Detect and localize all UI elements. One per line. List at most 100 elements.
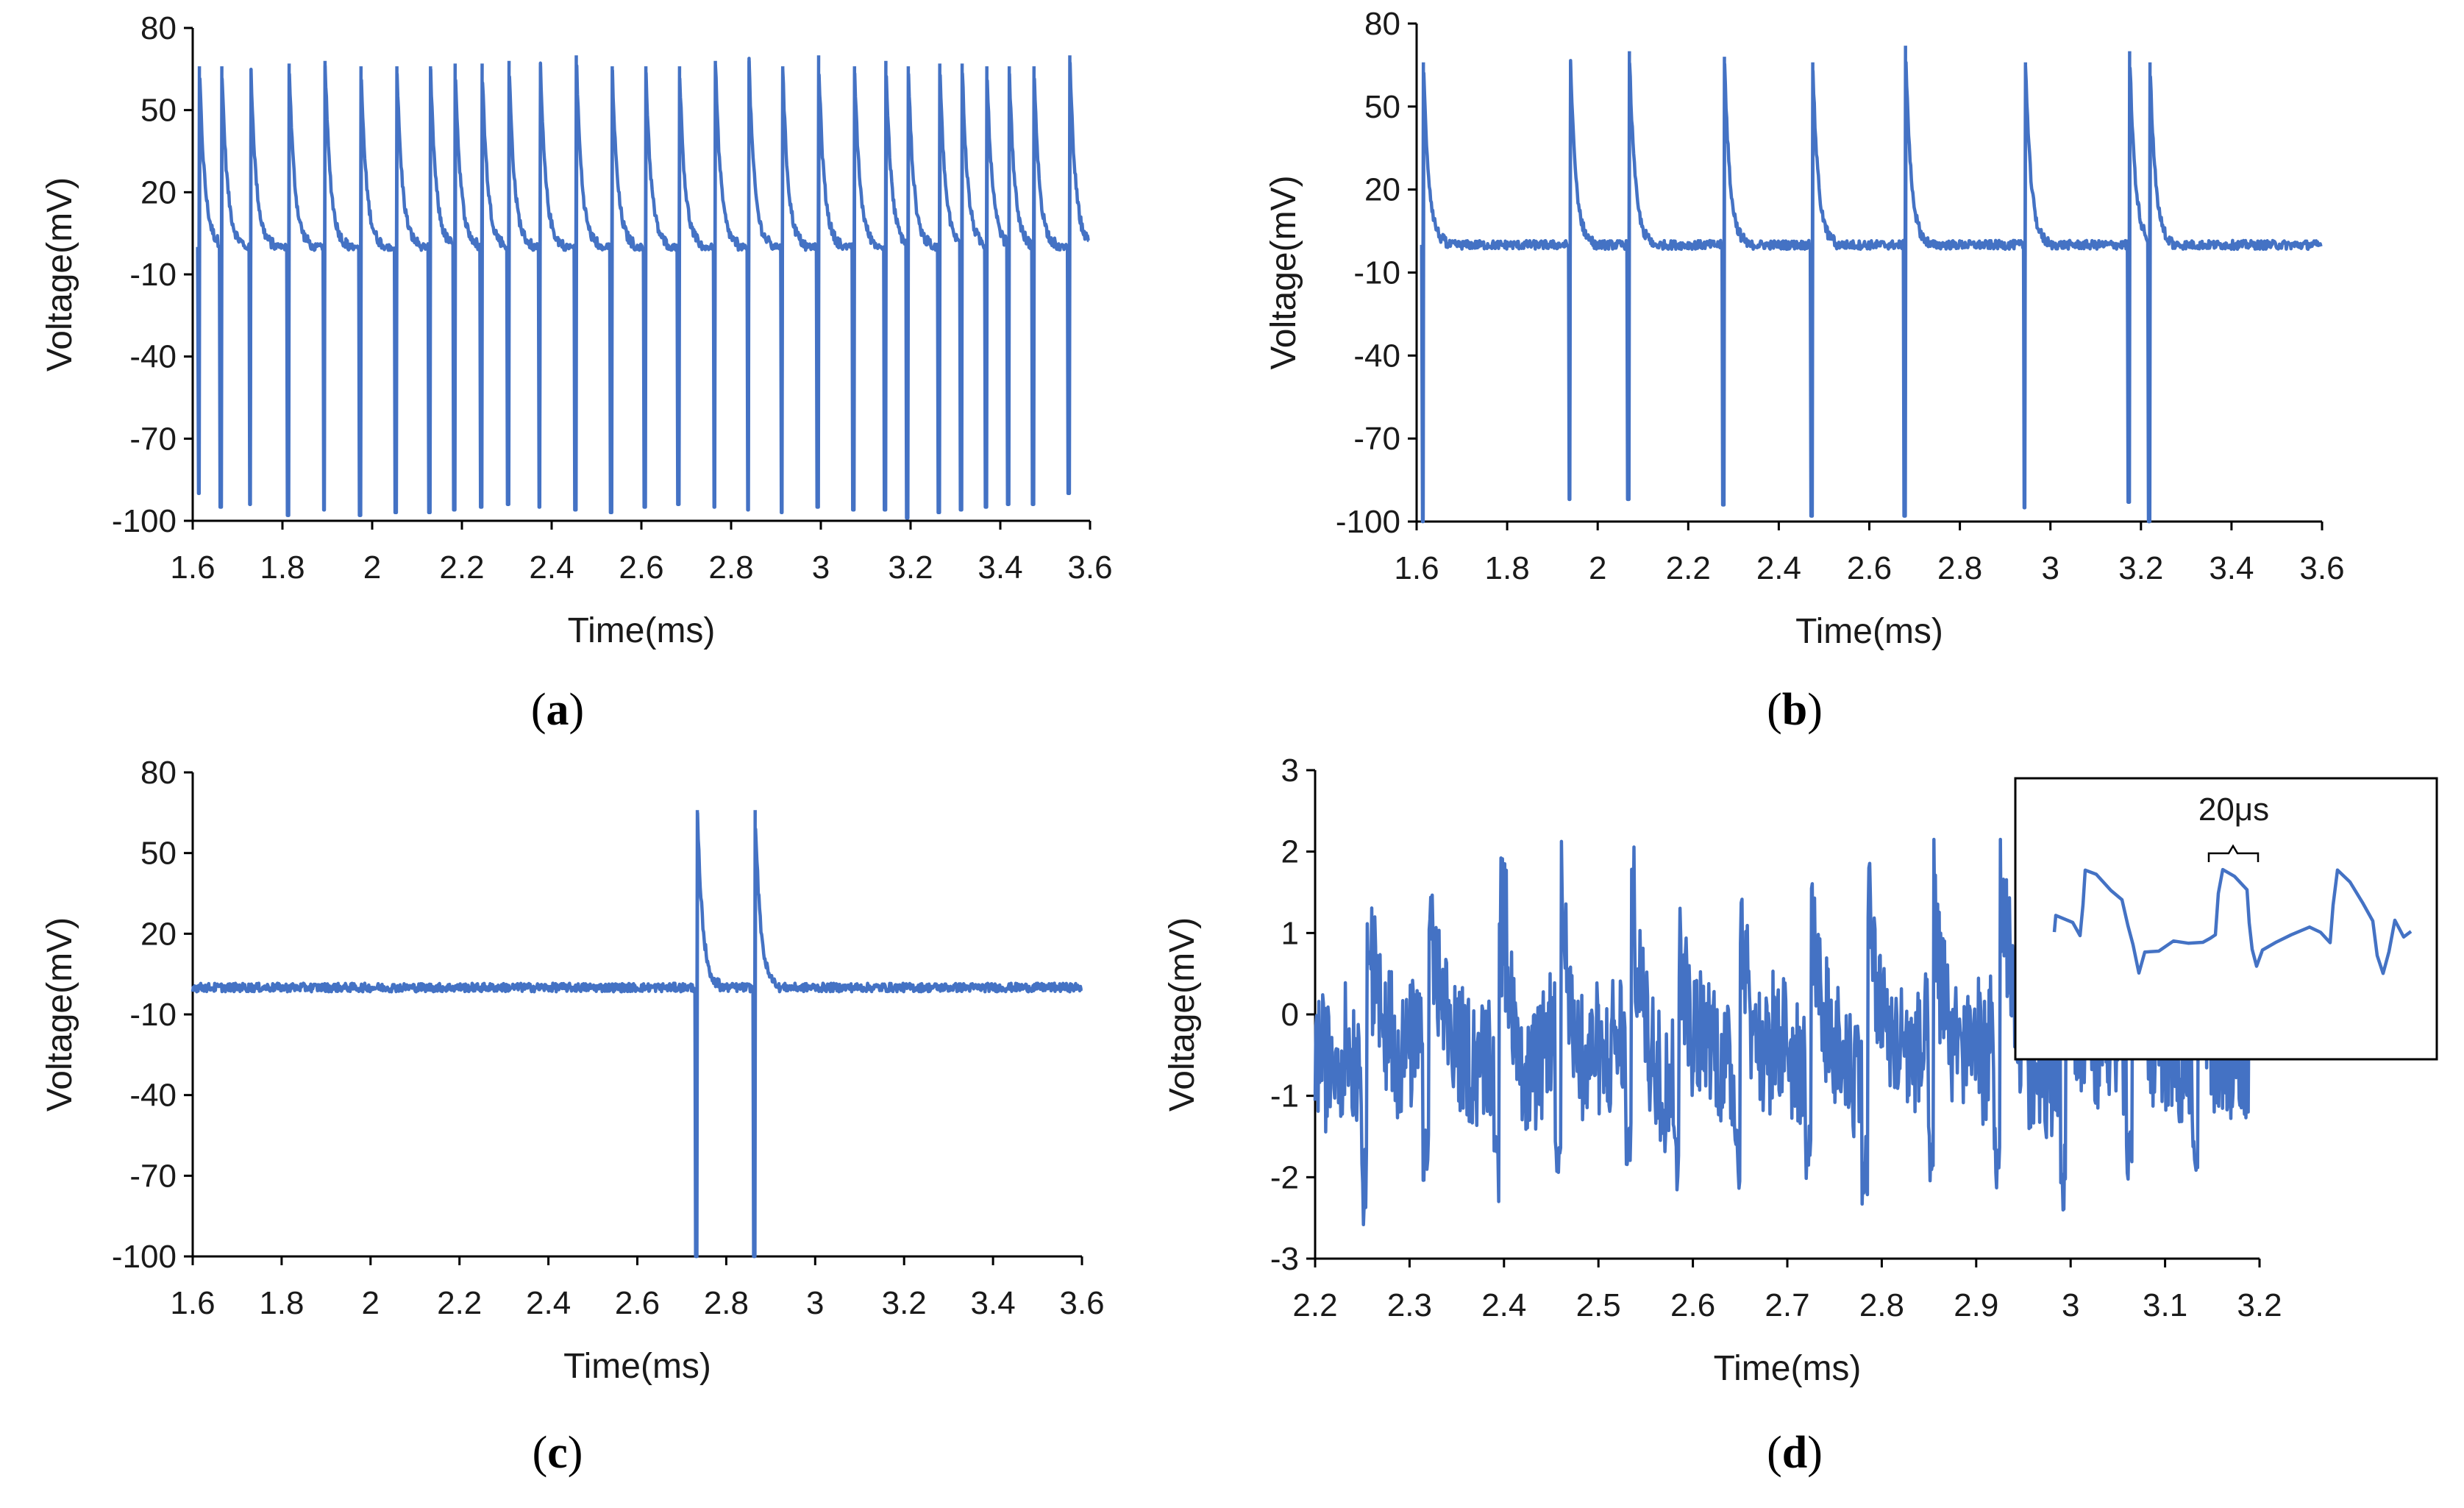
y-tick-label: 50 <box>140 836 177 872</box>
y-tick-label: -10 <box>129 257 177 293</box>
x-tick-label: 3.2 <box>2237 1287 2282 1323</box>
y-tick-label: 20 <box>140 916 177 952</box>
spike-mark <box>572 55 578 512</box>
y-tick-label: -1 <box>1270 1078 1299 1114</box>
spike-mark <box>196 66 202 496</box>
spike-mark <box>452 63 457 512</box>
inset-annotation: 20μs <box>2198 792 2269 828</box>
x-tick-label: 2.3 <box>1387 1287 1432 1323</box>
panel-d-inset: 20μs <box>2014 777 2438 1061</box>
x-tick-label: 2.6 <box>615 1285 660 1321</box>
x-tick-label: 3 <box>2041 550 2059 586</box>
spike-mark <box>1420 62 1425 524</box>
panel-d-label: (d) <box>1767 1428 1823 1478</box>
spike-mark <box>393 66 399 515</box>
x-tick-label: 2.4 <box>526 1285 571 1321</box>
spike-mark <box>779 66 785 515</box>
trace-group <box>196 55 1090 520</box>
y-tick-label: 3 <box>1281 753 1299 789</box>
spike-mark <box>1066 55 1072 496</box>
spike-mark <box>958 63 964 512</box>
y-tick-label: 80 <box>1364 6 1400 42</box>
spike-mark <box>676 66 682 506</box>
spike-mark <box>1567 62 1573 502</box>
x-tick-label: 3.4 <box>978 550 1022 586</box>
y-tick-label: 20 <box>140 174 177 210</box>
trace-group <box>1420 46 2323 524</box>
spike-mark <box>537 66 543 509</box>
x-tick-label: 2 <box>1589 550 1606 586</box>
y-tick-label: 0 <box>1281 997 1299 1033</box>
spike-mark <box>1809 62 1815 518</box>
spike-mark <box>357 66 363 517</box>
spike-mark <box>2126 51 2132 504</box>
x-tick-label: 2.8 <box>1859 1287 1904 1323</box>
spike-mark <box>905 66 911 520</box>
x-tick-label: 3.6 <box>1067 550 1112 586</box>
x-tick-label: 3.2 <box>2118 550 2163 586</box>
inset-trace <box>2052 867 2413 975</box>
spike-mark <box>478 63 484 509</box>
spike-mark <box>752 810 757 1259</box>
x-tick-label: 2.5 <box>1576 1287 1621 1323</box>
x-tick-label: 3 <box>2062 1287 2079 1323</box>
panel-b-chart: 80 50 20 -10 -40 -70 -100 1.6 1.8 2 2.2 2.4 2.6 2.8 3 3… <box>1264 6 2345 651</box>
spike-mark <box>2146 62 2152 524</box>
x-axis-label: Time(ms) <box>1714 1349 1862 1388</box>
spike-mark <box>321 60 327 512</box>
trace-group <box>191 810 1083 1259</box>
spike-mark <box>711 60 717 509</box>
y-tick-label: -3 <box>1270 1241 1299 1277</box>
x-tick-label: 3.2 <box>882 1285 927 1321</box>
panel-c-label: (c) <box>533 1428 583 1478</box>
spike-mark <box>1902 46 1907 518</box>
panel-b-label: (b) <box>1767 685 1823 735</box>
x-tick-label: 3.1 <box>2143 1287 2187 1323</box>
x-tick-label: 3.2 <box>888 550 933 586</box>
y-tick-label: 80 <box>140 10 177 46</box>
x-tick-label: 1.6 <box>1394 550 1439 586</box>
voltage-trace <box>191 811 1083 1259</box>
x-axis-label: Time(ms) <box>563 1347 711 1386</box>
y-tick-label: -70 <box>129 1158 177 1194</box>
spike-mark <box>1030 66 1036 506</box>
x-tick-label: 3.4 <box>971 1285 1016 1321</box>
spike-mark <box>218 66 224 509</box>
x-tick-label: 2.2 <box>437 1285 482 1321</box>
y-tick-label: 80 <box>140 755 177 791</box>
spike-mark <box>247 68 253 506</box>
x-tick-label: 2.8 <box>704 1285 749 1321</box>
spike-mark <box>642 66 648 509</box>
y-tick-label: -10 <box>129 997 177 1033</box>
y-axis-label: Voltage(mV) <box>40 177 79 371</box>
y-tick-label: -2 <box>1270 1159 1299 1195</box>
voltage-trace <box>1421 59 2323 524</box>
x-tick-label: 3 <box>812 550 830 586</box>
x-tick-label: 3.6 <box>2299 550 2344 586</box>
spike-mark <box>285 63 291 517</box>
x-tick-label: 2 <box>363 550 381 586</box>
spike-mark <box>882 60 888 512</box>
spike-mark <box>983 66 989 509</box>
spike-mark <box>2022 62 2028 510</box>
x-tick-label: 2.9 <box>1954 1287 1998 1323</box>
x-tick-label: 2.2 <box>439 550 484 586</box>
y-tick-label: 50 <box>1364 89 1400 125</box>
y-tick-label: 20 <box>1364 172 1400 208</box>
spike-mark <box>1005 66 1011 506</box>
x-tick-label: 2.7 <box>1765 1287 1809 1323</box>
x-tick-label: 2.6 <box>619 550 663 586</box>
y-tick-label: -70 <box>129 421 177 457</box>
y-tick-label: -40 <box>129 1078 177 1114</box>
y-tick-label: -100 <box>112 503 177 539</box>
x-tick-label: 1.8 <box>259 1285 304 1321</box>
inset-brace <box>2207 844 2260 862</box>
panel-c-chart: 80 50 20 -10 -40 -70 -100 1.6 1.8 2 2.2 2.4 2.6 2.8 3 3… <box>40 755 1105 1386</box>
spike-mark <box>694 810 699 1259</box>
y-tick-label: 50 <box>140 93 177 129</box>
y-axis-label: Voltage(mV) <box>40 917 79 1112</box>
spike-mark <box>1720 57 1726 507</box>
spike-mark <box>815 55 821 509</box>
spike-mark <box>936 63 941 515</box>
